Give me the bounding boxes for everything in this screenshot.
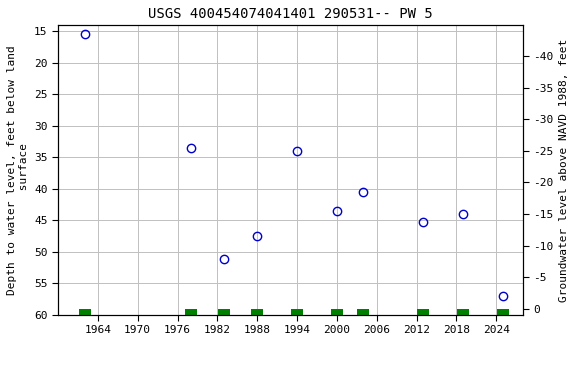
Bar [185,309,197,315]
Y-axis label: Depth to water level, feet below land
 surface: Depth to water level, feet below land su… [7,45,29,295]
Bar [358,309,369,315]
Title: USGS 400454074041401 290531-- PW 5: USGS 400454074041401 290531-- PW 5 [148,7,433,21]
Y-axis label: Groundwater level above NAVD 1988, feet: Groundwater level above NAVD 1988, feet [559,38,569,301]
Bar [291,309,303,315]
Bar [497,309,509,315]
Legend: Period of approved data: Period of approved data [193,383,388,384]
Bar [78,309,90,315]
Bar [457,309,469,315]
Bar [251,309,263,315]
Bar [331,309,343,315]
Bar [417,309,429,315]
Bar [218,309,230,315]
